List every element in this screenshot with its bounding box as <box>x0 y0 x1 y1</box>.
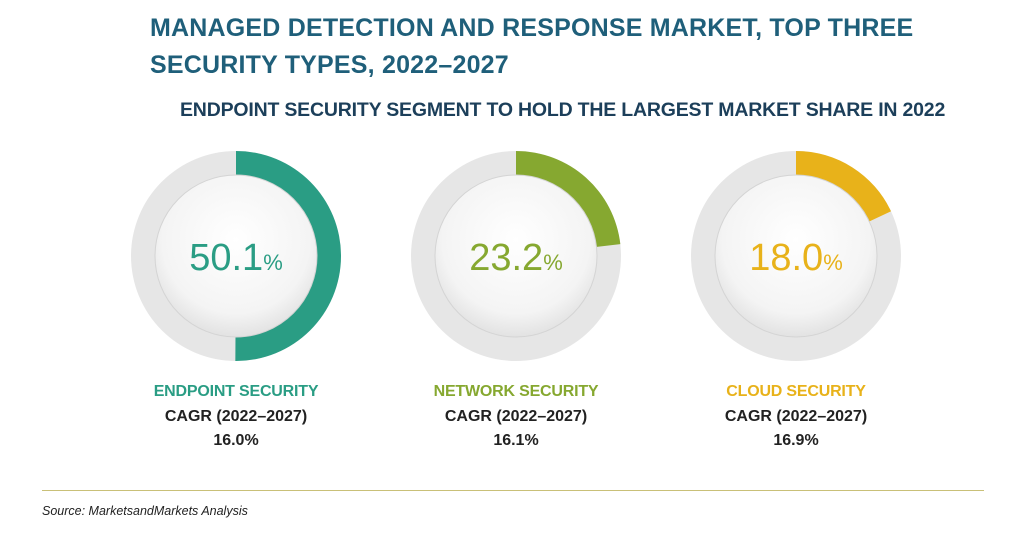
share-value: 50.1 <box>189 237 263 279</box>
donut-chart-network: 23.2% <box>411 151 621 361</box>
donut-chart-cloud: 18.0% <box>691 151 901 361</box>
donut-value-label: 18.0% <box>749 237 843 279</box>
share-unit: % <box>543 250 563 275</box>
cagr-value-network: 16.1% <box>493 432 539 449</box>
segment-label-network: NETWORK SECURITY <box>433 383 599 400</box>
segment-label-endpoint: ENDPOINT SECURITY <box>153 383 319 400</box>
cagr-label-endpoint: CAGR (2022–2027) <box>164 408 308 425</box>
share-unit: % <box>263 250 283 275</box>
donut-arc-network <box>516 151 621 248</box>
donut-center <box>434 174 598 338</box>
cagr-label-network: CAGR (2022–2027) <box>444 408 588 425</box>
share-value: 18.0 <box>749 237 823 279</box>
donut-endpoint: 50.1% <box>126 146 346 366</box>
donut-arc-endpoint <box>235 151 342 361</box>
donut-arc-cloud <box>796 151 892 223</box>
cagr-value-cloud: 16.9% <box>773 432 819 449</box>
segment-label-cloud: CLOUD SECURITY <box>726 383 866 400</box>
donut-chart-endpoint: 50.1% <box>131 151 342 361</box>
donut-network: 23.2% <box>406 146 626 366</box>
donut-cloud: 18.0% <box>686 146 906 366</box>
chart-subtitle: ENDPOINT SECURITY SEGMENT TO HOLD THE LA… <box>180 99 946 121</box>
source-note: Source: MarketsandMarkets Analysis <box>42 504 248 518</box>
chart-title: MANAGED DETECTION AND RESPONSE MARKET, T… <box>150 14 914 79</box>
cagr-value-endpoint: 16.0% <box>213 432 259 449</box>
share-value: 23.2 <box>469 237 543 279</box>
share-unit: % <box>823 250 843 275</box>
footer-divider <box>42 490 984 491</box>
donut-center <box>154 174 318 338</box>
donut-center <box>714 174 878 338</box>
donut-value-label: 23.2% <box>469 237 563 279</box>
cagr-label-cloud: CAGR (2022–2027) <box>724 408 868 425</box>
donut-value-label: 50.1% <box>189 237 283 279</box>
